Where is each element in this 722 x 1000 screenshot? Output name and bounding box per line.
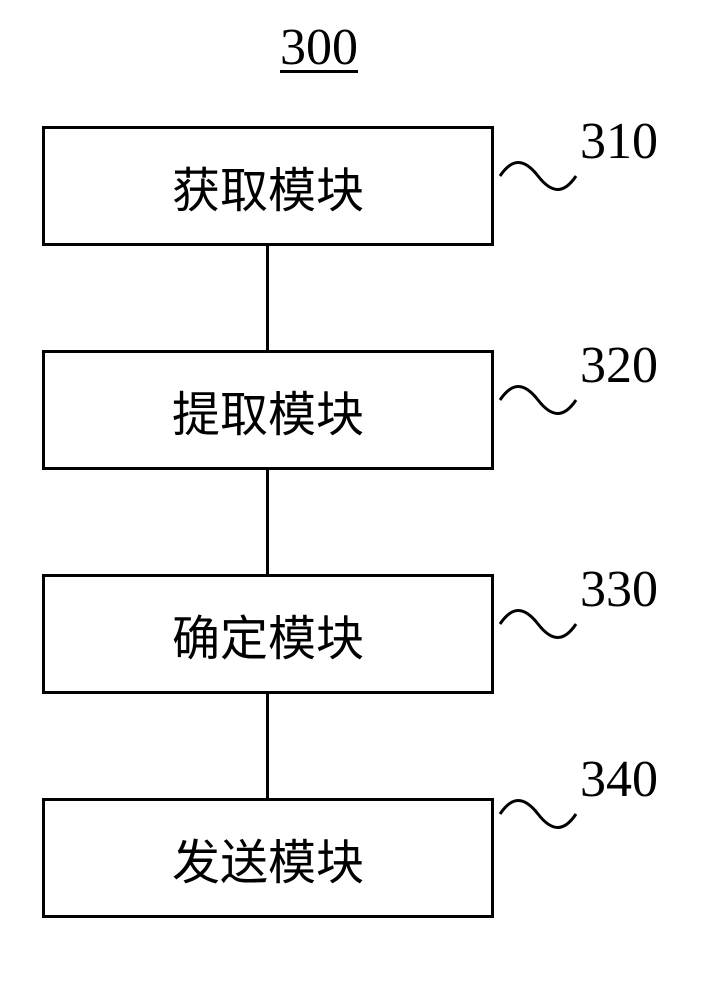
edge-1-2 [266, 246, 269, 350]
node-determine: 确定模块 [42, 574, 494, 694]
ref-310: 310 [580, 112, 658, 171]
node-acquire: 获取模块 [42, 126, 494, 246]
node-send: 发送模块 [42, 798, 494, 918]
edge-3-4 [266, 694, 269, 798]
ref-340: 340 [580, 750, 658, 809]
diagram-title: 300 [280, 18, 358, 77]
leader-310 [498, 152, 578, 192]
node-extract: 提取模块 [42, 350, 494, 470]
node-label: 确定模块 [172, 599, 364, 669]
node-label: 提取模块 [172, 375, 364, 445]
node-label: 发送模块 [172, 823, 364, 893]
leader-340 [498, 790, 578, 830]
edge-2-3 [266, 470, 269, 574]
ref-330: 330 [580, 560, 658, 619]
leader-320 [498, 376, 578, 416]
leader-330 [498, 600, 578, 640]
node-label: 获取模块 [172, 151, 364, 221]
ref-320: 320 [580, 336, 658, 395]
diagram-canvas: 300 获取模块 310 提取模块 320 确定模块 330 发送模块 340 [0, 0, 722, 1000]
